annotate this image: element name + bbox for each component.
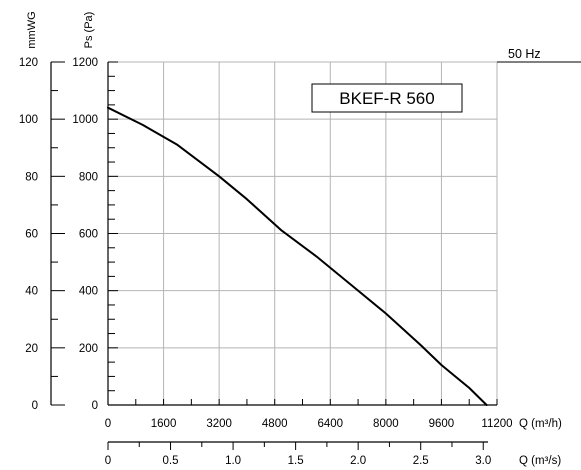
pa-tick-label: 1000 [72,114,98,126]
x-axis-m3s: 0 0.5 1.0 1.5 2.0 2.5 3.0 [105,441,491,467]
mmwg-tick-label: 60 [25,229,38,241]
pa-tick-label: 200 [79,343,98,355]
frequency-label: 50 Hz [508,47,541,61]
model-label: BKEF-R 560 [339,89,434,108]
m3s-tick-label: 1.5 [288,455,304,467]
pa-tick-label: 400 [79,286,98,298]
model-label-box [311,83,463,113]
m3h-tick-label: 9600 [429,418,455,430]
m3s-tick-label: 2.5 [413,455,429,467]
grid [108,61,498,405]
mmwg-tick-label: 20 [25,343,38,355]
mmwg-tick-label: 120 [19,57,38,69]
m3h-tick-label: 1600 [151,418,177,430]
m3h-tick-label: 11200 [481,418,512,430]
mmwg-axis-title: mmWG [26,11,38,48]
m3s-tick-label: 0 [105,455,111,467]
x-axis-m3h: 0 1600 3200 4800 6400 8000 9600 11200 [105,399,513,430]
mmwg-tick-label: 80 [25,171,38,183]
m3h-tick-label: 6400 [317,418,343,430]
x-axis-m3h-title: Q (m³/h) [519,418,562,430]
pa-tick-label: 600 [79,229,98,241]
m3h-tick-label: 4800 [262,418,288,430]
mmwg-tick-label: 100 [19,114,38,126]
pa-axis-title: Ps (Pa) [83,12,95,49]
y-axis-mmwg: 0 20 40 60 80 100 120 [19,57,65,412]
m3s-tick-label: 3.0 [475,455,491,467]
m3h-tick-label: 8000 [373,418,399,430]
performance-curve [107,106,488,406]
m3s-tick-label: 2.0 [350,455,366,467]
m3s-tick-label: 0.5 [163,455,179,467]
pa-tick-label: 1200 [72,57,98,69]
m3h-tick-label: 3200 [206,418,232,430]
curve-layer [107,106,488,406]
m3h-tick-label: 0 [105,418,111,430]
x-axis-m3s-title: Q (m³/s) [519,455,561,467]
y-axis-pa: 0 200 400 600 800 1000 1200 [72,57,118,412]
mmwg-tick-label: 40 [25,286,38,298]
m3s-tick-label: 1.0 [225,455,241,467]
pa-tick-label: 800 [79,171,98,183]
mmwg-tick-label: 0 [32,400,38,412]
pa-tick-label: 0 [92,400,98,412]
